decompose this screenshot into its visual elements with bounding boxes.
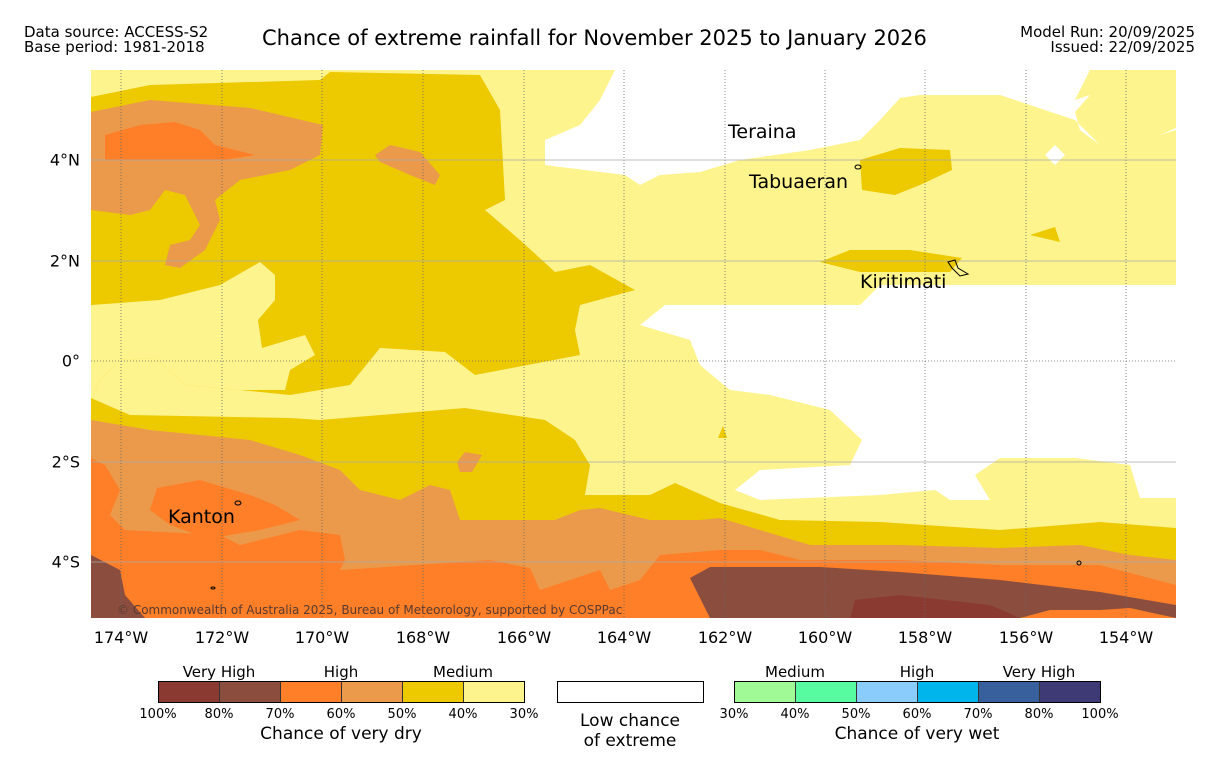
legend-tick: 60% bbox=[326, 707, 356, 722]
lon-label: 172°W bbox=[194, 628, 250, 647]
zone-high-70-60 bbox=[105, 122, 255, 160]
base-period: Base period: 1981-2018 bbox=[24, 38, 205, 56]
zone-high-60-50 bbox=[375, 145, 440, 185]
legend-swatch bbox=[796, 682, 857, 702]
lon-label: 162°W bbox=[697, 628, 753, 647]
lat-label: 2°S bbox=[51, 452, 80, 472]
legend-tick: 40% bbox=[780, 707, 810, 722]
legend-dry-group: High bbox=[323, 663, 359, 681]
zone-very-high-100-80 bbox=[850, 595, 1020, 618]
legend-tick: 70% bbox=[963, 707, 993, 722]
zone-medium-40-30 bbox=[91, 262, 315, 400]
legend-wet-group: High bbox=[899, 663, 935, 681]
legend-swatch bbox=[403, 682, 464, 702]
legend-dry-group: Medium bbox=[433, 663, 493, 681]
issued-date: Issued: 22/09/2025 bbox=[1050, 38, 1195, 56]
copyright-notice: © Commonwealth of Australia 2025, Bureau… bbox=[117, 603, 623, 617]
zone-medium-50-40 bbox=[1030, 227, 1060, 242]
lon-label: 168°W bbox=[395, 628, 451, 647]
island-outlines bbox=[210, 164, 1082, 590]
legend-swatch bbox=[342, 682, 403, 702]
legend-tick: 100% bbox=[1081, 707, 1119, 722]
legend-swatch bbox=[857, 682, 918, 702]
legend-wet-caption: Chance of very wet bbox=[834, 724, 1000, 744]
place-label-teraina: Teraina bbox=[728, 121, 797, 143]
legend-dry-group: Very High bbox=[182, 663, 256, 681]
legend-tick: 70% bbox=[265, 707, 295, 722]
lon-label: 160°W bbox=[797, 628, 853, 647]
legend-swatch bbox=[281, 682, 342, 702]
legend-wet-colorbar bbox=[734, 681, 1101, 703]
lon-label: 170°W bbox=[294, 628, 350, 647]
zone-very-high-80-70 bbox=[690, 567, 1176, 618]
legend-swatch bbox=[1040, 682, 1100, 702]
legend-dry-colorbar bbox=[158, 681, 525, 703]
legend-tick: 80% bbox=[204, 707, 234, 722]
lat-label: 0° bbox=[61, 351, 80, 371]
gridlines bbox=[91, 70, 1176, 618]
lat-label: 2°N bbox=[49, 251, 80, 271]
rainfall-map bbox=[91, 70, 1176, 618]
lon-label: 156°W bbox=[998, 628, 1054, 647]
model-run: Model Run: 20/09/2025 bbox=[1020, 23, 1195, 41]
lat-label: 4°N bbox=[49, 150, 80, 170]
lat-label: 4°S bbox=[51, 552, 80, 572]
lon-label: 166°W bbox=[496, 628, 552, 647]
legend-tick: 50% bbox=[387, 707, 417, 722]
legend-swatch bbox=[979, 682, 1040, 702]
legend-dry-caption: Chance of very dry bbox=[260, 724, 422, 744]
legend-swatch bbox=[159, 682, 220, 702]
data-source: Data source: ACCESS-S2 bbox=[24, 23, 209, 41]
legend-wet-group: Very High bbox=[1002, 663, 1076, 681]
legend-low-chance-swatch bbox=[557, 681, 704, 703]
zone-low-chance bbox=[640, 285, 1176, 500]
legend-tick: 30% bbox=[719, 707, 749, 722]
legend-swatch bbox=[735, 682, 796, 702]
legend-tick: 50% bbox=[841, 707, 871, 722]
place-label-kiritimati: Kiritimati bbox=[860, 271, 947, 293]
legend-swatch bbox=[464, 682, 524, 702]
zone-high-70-60 bbox=[150, 480, 300, 540]
legend-tick: 40% bbox=[448, 707, 478, 722]
legend-tick: 100% bbox=[139, 707, 177, 722]
lon-label: 158°W bbox=[897, 628, 953, 647]
legend-tick: 80% bbox=[1024, 707, 1054, 722]
zone-low-chance bbox=[545, 70, 1176, 185]
zone-very-high-80-70 bbox=[91, 555, 145, 618]
legend-low-line1: Low chance bbox=[580, 711, 680, 731]
legend-tick: 30% bbox=[509, 707, 539, 722]
legend-low-chance-caption: Low chance of extreme bbox=[580, 711, 680, 751]
legend-swatch bbox=[220, 682, 281, 702]
place-label-tabuaeran: Tabuaeran bbox=[749, 171, 849, 193]
lon-label: 154°W bbox=[1098, 628, 1154, 647]
place-label-kanton: Kanton bbox=[168, 506, 235, 528]
legend-swatch bbox=[918, 682, 979, 702]
map-title: Chance of extreme rainfall for November … bbox=[262, 26, 927, 50]
lon-label: 174°W bbox=[93, 628, 149, 647]
legend-low-line2: of extreme bbox=[583, 731, 677, 751]
zone-medium-50-40 bbox=[718, 426, 727, 438]
legend-tick: 60% bbox=[902, 707, 932, 722]
legend-wet-group: Medium bbox=[765, 663, 825, 681]
lon-label: 164°W bbox=[596, 628, 652, 647]
